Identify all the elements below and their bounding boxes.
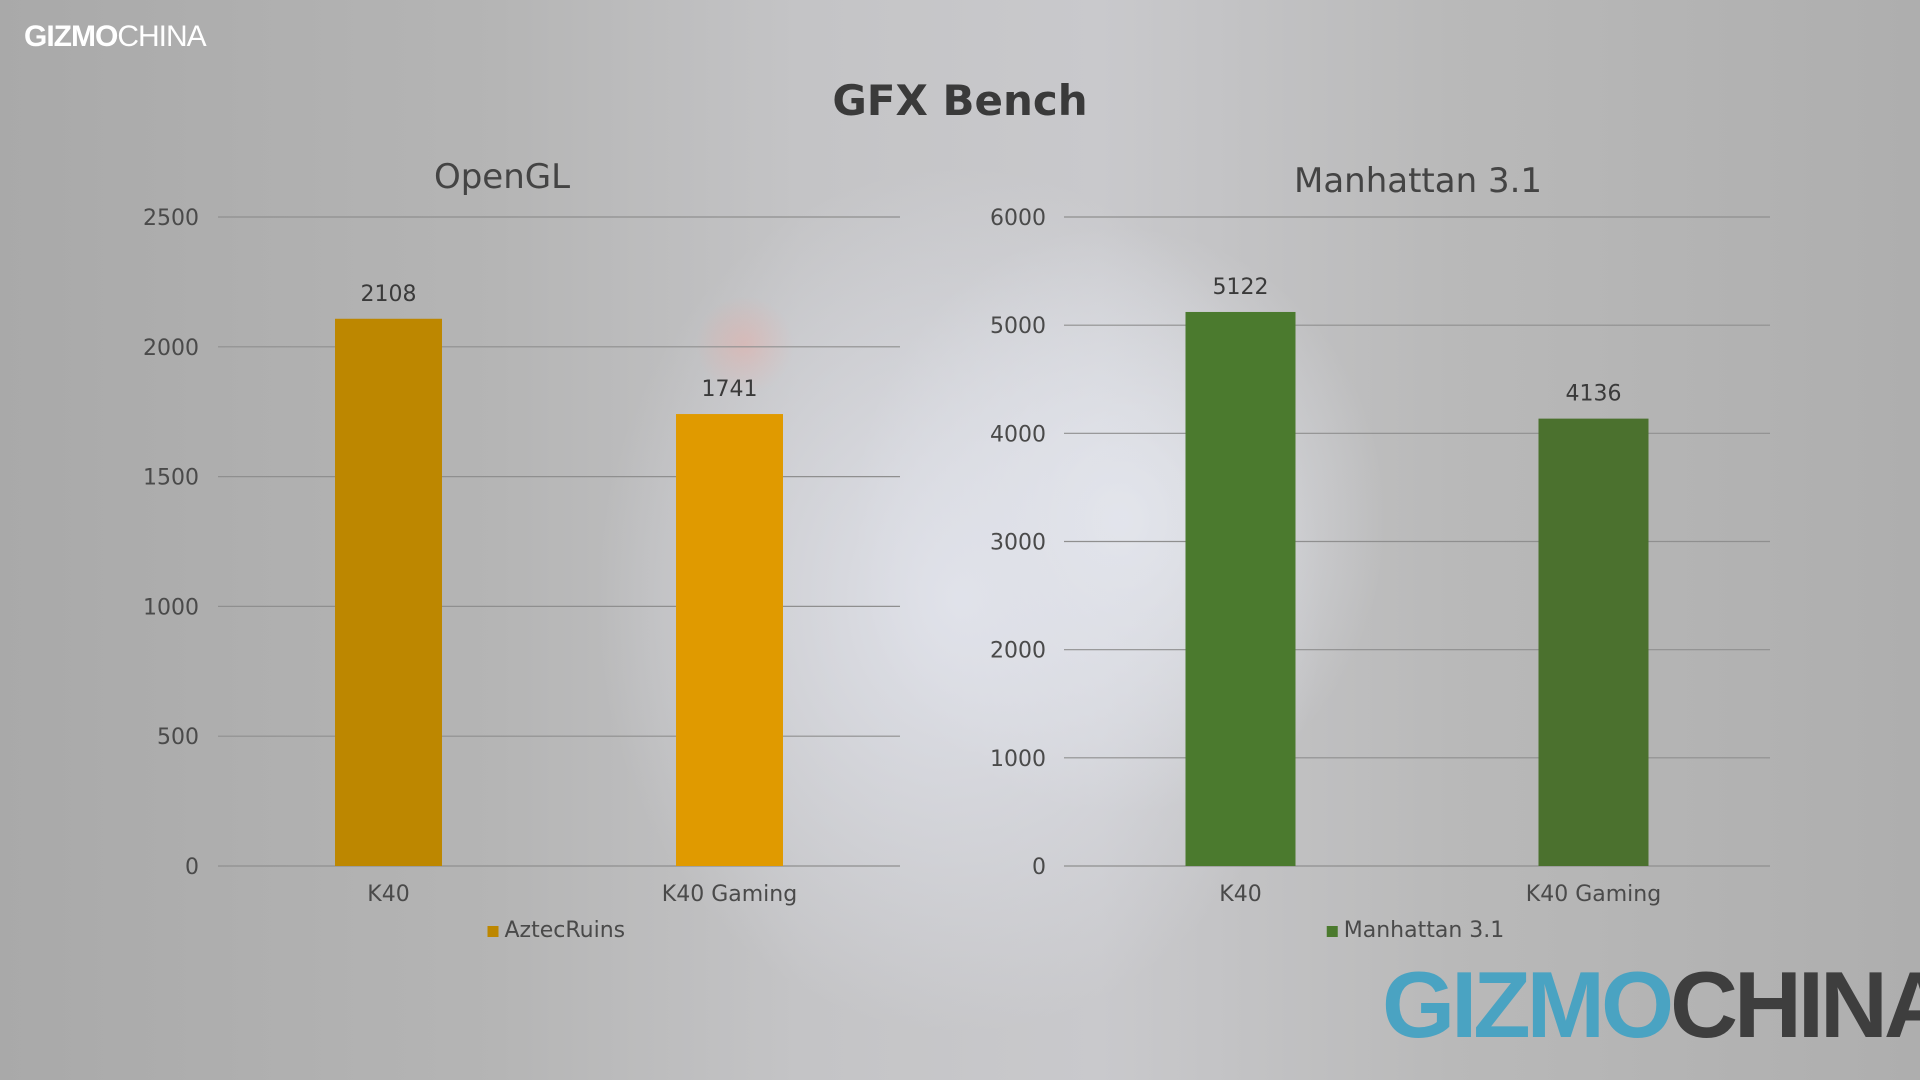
y-tick-label: 500 xyxy=(157,725,199,750)
data-label: 4136 xyxy=(1566,382,1622,407)
y-tick-label: 1500 xyxy=(143,466,199,491)
data-label: 5122 xyxy=(1213,275,1269,300)
legend-swatch xyxy=(487,926,499,937)
bar xyxy=(676,414,783,866)
bar xyxy=(335,318,442,867)
x-category-label: K40 xyxy=(1219,882,1261,907)
x-category-label: K40 Gaming xyxy=(1526,882,1661,907)
data-label: 2108 xyxy=(361,282,417,307)
data-label: 1741 xyxy=(702,377,758,402)
chart-title: Manhattan 3.1 xyxy=(1294,161,1542,201)
y-tick-label: 0 xyxy=(185,855,199,880)
y-tick-label: 1000 xyxy=(143,595,199,620)
y-tick-label: 0 xyxy=(1032,855,1046,880)
x-category-label: K40 xyxy=(367,882,409,907)
y-tick-label: 2500 xyxy=(143,206,199,231)
bar xyxy=(1538,418,1649,866)
legend-label: Manhattan 3.1 xyxy=(1344,918,1505,943)
x-category-label: K40 Gaming xyxy=(662,882,797,907)
page-title: GFX Bench xyxy=(832,76,1088,125)
gizmochina-logo-watermark: GIZMOCHINA xyxy=(1382,952,1920,1057)
y-tick-label: 6000 xyxy=(990,206,1046,231)
legend-swatch xyxy=(1326,926,1338,937)
y-tick-label: 1000 xyxy=(990,747,1046,772)
bar xyxy=(1185,311,1296,866)
y-tick-label: 2000 xyxy=(990,639,1046,664)
y-tick-label: 5000 xyxy=(990,314,1046,339)
chart-title: OpenGL xyxy=(434,157,570,197)
legend-label: AztecRuins xyxy=(505,918,626,943)
gizmochina-logo-small: GIZMOCHINA xyxy=(24,20,207,53)
y-tick-label: 2000 xyxy=(143,336,199,361)
y-tick-label: 3000 xyxy=(990,531,1046,556)
y-tick-label: 4000 xyxy=(990,422,1046,447)
